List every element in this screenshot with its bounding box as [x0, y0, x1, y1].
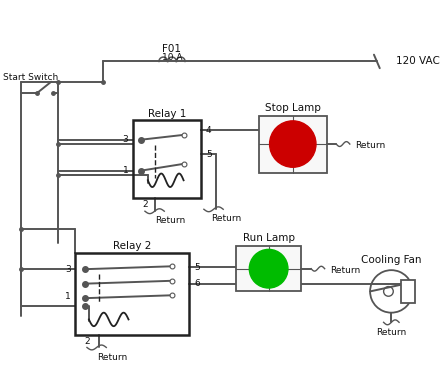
Text: Return: Return: [155, 216, 185, 225]
Text: Stop Lamp: Stop Lamp: [265, 103, 321, 113]
Bar: [75, 253, 190, 335]
Text: 120 VAC: 120 VAC: [396, 57, 440, 66]
Text: Return: Return: [355, 141, 386, 150]
Text: 1: 1: [123, 166, 128, 175]
Text: 6: 6: [194, 279, 200, 288]
Text: Return: Return: [376, 328, 406, 337]
Circle shape: [269, 121, 316, 167]
Text: 2: 2: [142, 200, 148, 209]
Text: Start Switch: Start Switch: [3, 74, 58, 82]
Bar: [236, 246, 301, 291]
Text: Return: Return: [97, 352, 127, 362]
Circle shape: [249, 249, 288, 288]
Text: Relay 1: Relay 1: [148, 109, 186, 119]
Text: Return: Return: [330, 266, 361, 275]
Text: 1: 1: [65, 292, 70, 301]
Text: 3: 3: [123, 135, 128, 144]
FancyBboxPatch shape: [401, 280, 414, 303]
Text: Run Lamp: Run Lamp: [243, 233, 295, 243]
Text: 10 A: 10 A: [162, 53, 182, 62]
Text: 5: 5: [194, 263, 200, 272]
Text: 5: 5: [206, 150, 211, 159]
Text: F01: F01: [162, 44, 182, 54]
Text: 3: 3: [65, 265, 70, 274]
Text: Cooling Fan: Cooling Fan: [361, 256, 421, 265]
Bar: [133, 120, 201, 198]
Text: 4: 4: [206, 126, 211, 135]
Text: Return: Return: [211, 215, 241, 224]
Text: 2: 2: [84, 337, 90, 346]
Bar: [259, 115, 326, 173]
Text: Relay 2: Relay 2: [113, 241, 152, 251]
